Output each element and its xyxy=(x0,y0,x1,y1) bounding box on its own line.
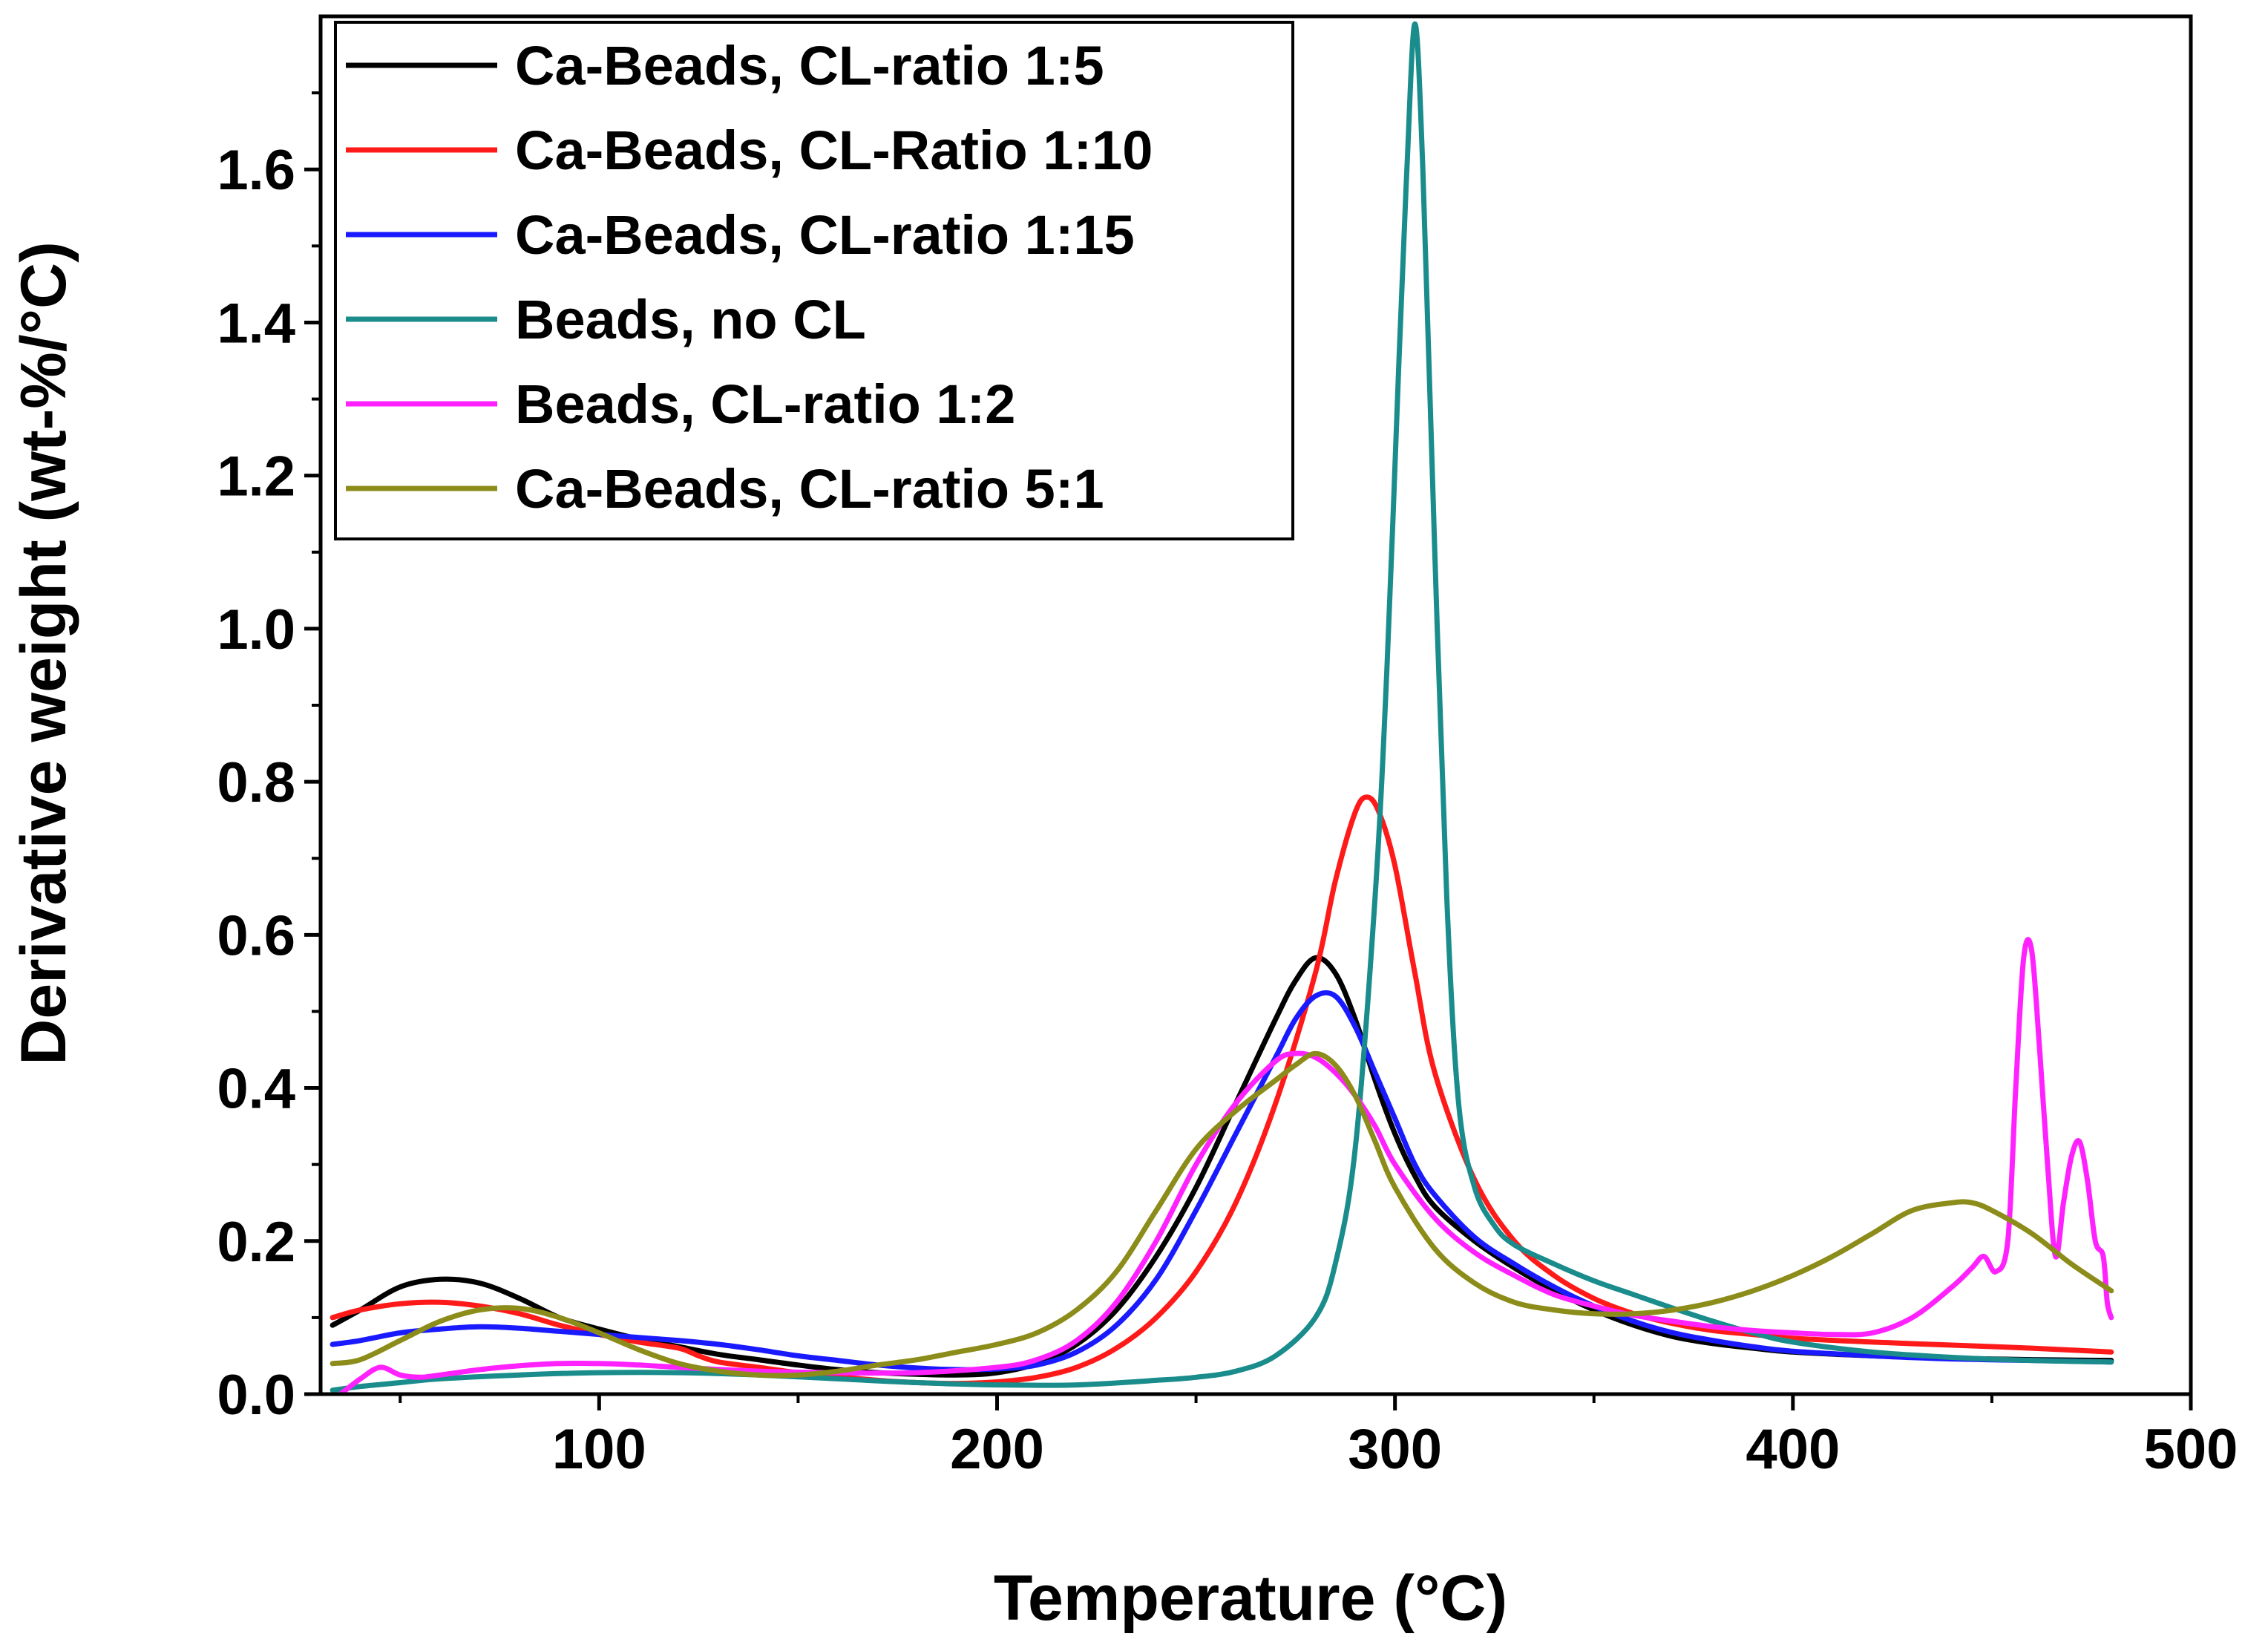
legend-label: Ca-Beads, CL-ratio 1:5 xyxy=(515,35,1104,97)
y-tick-label: 1.2 xyxy=(217,445,295,509)
x-tick-label: 200 xyxy=(950,1418,1044,1481)
y-tick-label: 0.2 xyxy=(217,1211,295,1274)
y-tick-label: 1.0 xyxy=(217,598,295,661)
y-tick-label: 0.0 xyxy=(217,1364,295,1427)
series-layer xyxy=(330,21,2114,1394)
legend-label: Ca-Beads, CL-ratio 5:1 xyxy=(515,458,1104,520)
y-tick-label: 1.6 xyxy=(217,139,295,202)
legend: Ca-Beads, CL-ratio 1:5 Ca-Beads, CL-Ratio… xyxy=(334,21,1294,540)
series-line-5 xyxy=(338,937,2114,1394)
x-tick-label: 100 xyxy=(552,1418,646,1481)
y-tick-label: 0.4 xyxy=(217,1058,295,1121)
legend-label: Ca-Beads, CL-ratio 1:15 xyxy=(515,204,1135,266)
legend-box xyxy=(334,21,1294,540)
y-tick-label: 0.6 xyxy=(217,904,295,967)
x-tick-label: 500 xyxy=(2144,1418,2238,1481)
legend-label: Beads, no CL xyxy=(515,289,866,350)
x-tick-label: 400 xyxy=(1746,1418,1840,1481)
series-line-3 xyxy=(330,990,2114,1373)
y-tick-label: 0.8 xyxy=(217,751,295,814)
legend-label: Ca-Beads, CL-Ratio 1:10 xyxy=(515,120,1153,181)
x-tick-label: 300 xyxy=(1348,1418,1442,1481)
series-line-4 xyxy=(330,21,2114,1393)
y-tick-label: 1.4 xyxy=(217,292,295,355)
y-axis-title: Derivative weight (wt-%/°C) xyxy=(8,241,79,1065)
series-line-6 xyxy=(330,1050,2114,1379)
x-axis-title: Temperature (°C) xyxy=(994,1563,1507,1634)
axes-layer: 100 200 300 400 500 0.0 0.2 0.4 0.6 0.8 1.0 1.2 1.4 1… xyxy=(217,14,2238,1481)
legend-label: Beads, CL-ratio 1:2 xyxy=(515,373,1015,435)
plot-area xyxy=(330,21,2114,1394)
